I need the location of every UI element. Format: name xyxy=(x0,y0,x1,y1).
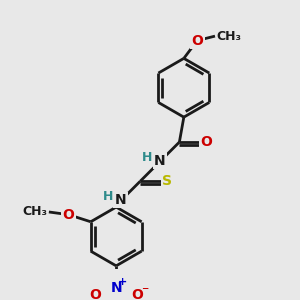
Text: N: N xyxy=(115,193,126,207)
Text: O: O xyxy=(191,34,203,48)
Text: H: H xyxy=(103,190,113,203)
Text: O: O xyxy=(132,288,143,300)
Text: CH₃: CH₃ xyxy=(22,206,47,218)
Text: S: S xyxy=(162,174,172,188)
Text: CH₃: CH₃ xyxy=(217,30,242,43)
Text: N: N xyxy=(154,154,166,168)
Text: O: O xyxy=(62,208,74,222)
Text: O: O xyxy=(89,288,101,300)
Text: H: H xyxy=(142,151,152,164)
Text: +: + xyxy=(118,277,127,287)
Text: ⁻: ⁻ xyxy=(141,284,148,298)
Text: N: N xyxy=(110,281,122,295)
Text: O: O xyxy=(200,135,212,149)
